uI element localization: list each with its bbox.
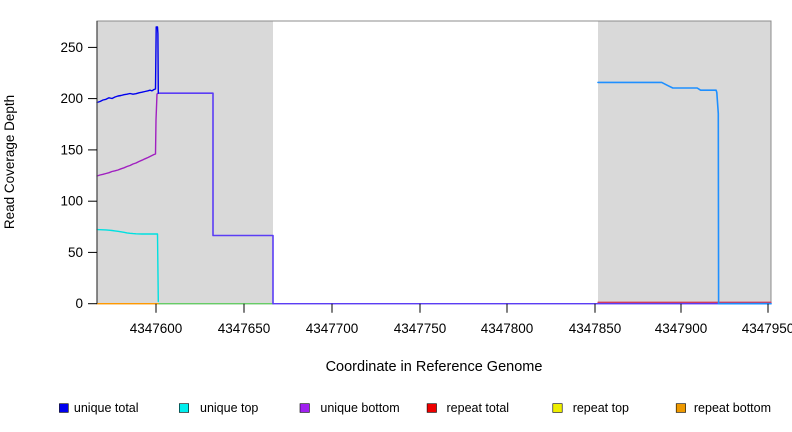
svg-text:Coordinate in Reference Genome: Coordinate in Reference Genome bbox=[326, 359, 543, 375]
svg-text:4347850: 4347850 bbox=[569, 321, 622, 336]
svg-text:4347700: 4347700 bbox=[306, 321, 359, 336]
svg-text:4347600: 4347600 bbox=[130, 321, 183, 336]
svg-text:4347650: 4347650 bbox=[218, 321, 271, 336]
svg-text:Read Coverage Depth: Read Coverage Depth bbox=[2, 95, 17, 229]
svg-text:repeat top: repeat top bbox=[573, 401, 629, 415]
svg-text:250: 250 bbox=[60, 40, 83, 55]
svg-text:100: 100 bbox=[60, 194, 83, 209]
svg-text:repeat bottom: repeat bottom bbox=[694, 401, 771, 415]
svg-text:0: 0 bbox=[75, 296, 83, 311]
svg-text:200: 200 bbox=[60, 91, 83, 106]
svg-text:unique total: unique total bbox=[74, 401, 139, 415]
svg-text:50: 50 bbox=[68, 245, 83, 260]
svg-text:repeat total: repeat total bbox=[447, 401, 510, 415]
svg-text:4347950: 4347950 bbox=[742, 321, 792, 336]
svg-text:unique bottom: unique bottom bbox=[320, 401, 399, 415]
svg-text:unique top: unique top bbox=[200, 401, 258, 415]
svg-text:4347750: 4347750 bbox=[394, 321, 447, 336]
svg-text:4347800: 4347800 bbox=[481, 321, 534, 336]
svg-text:4347900: 4347900 bbox=[655, 321, 708, 336]
svg-text:150: 150 bbox=[60, 142, 83, 157]
